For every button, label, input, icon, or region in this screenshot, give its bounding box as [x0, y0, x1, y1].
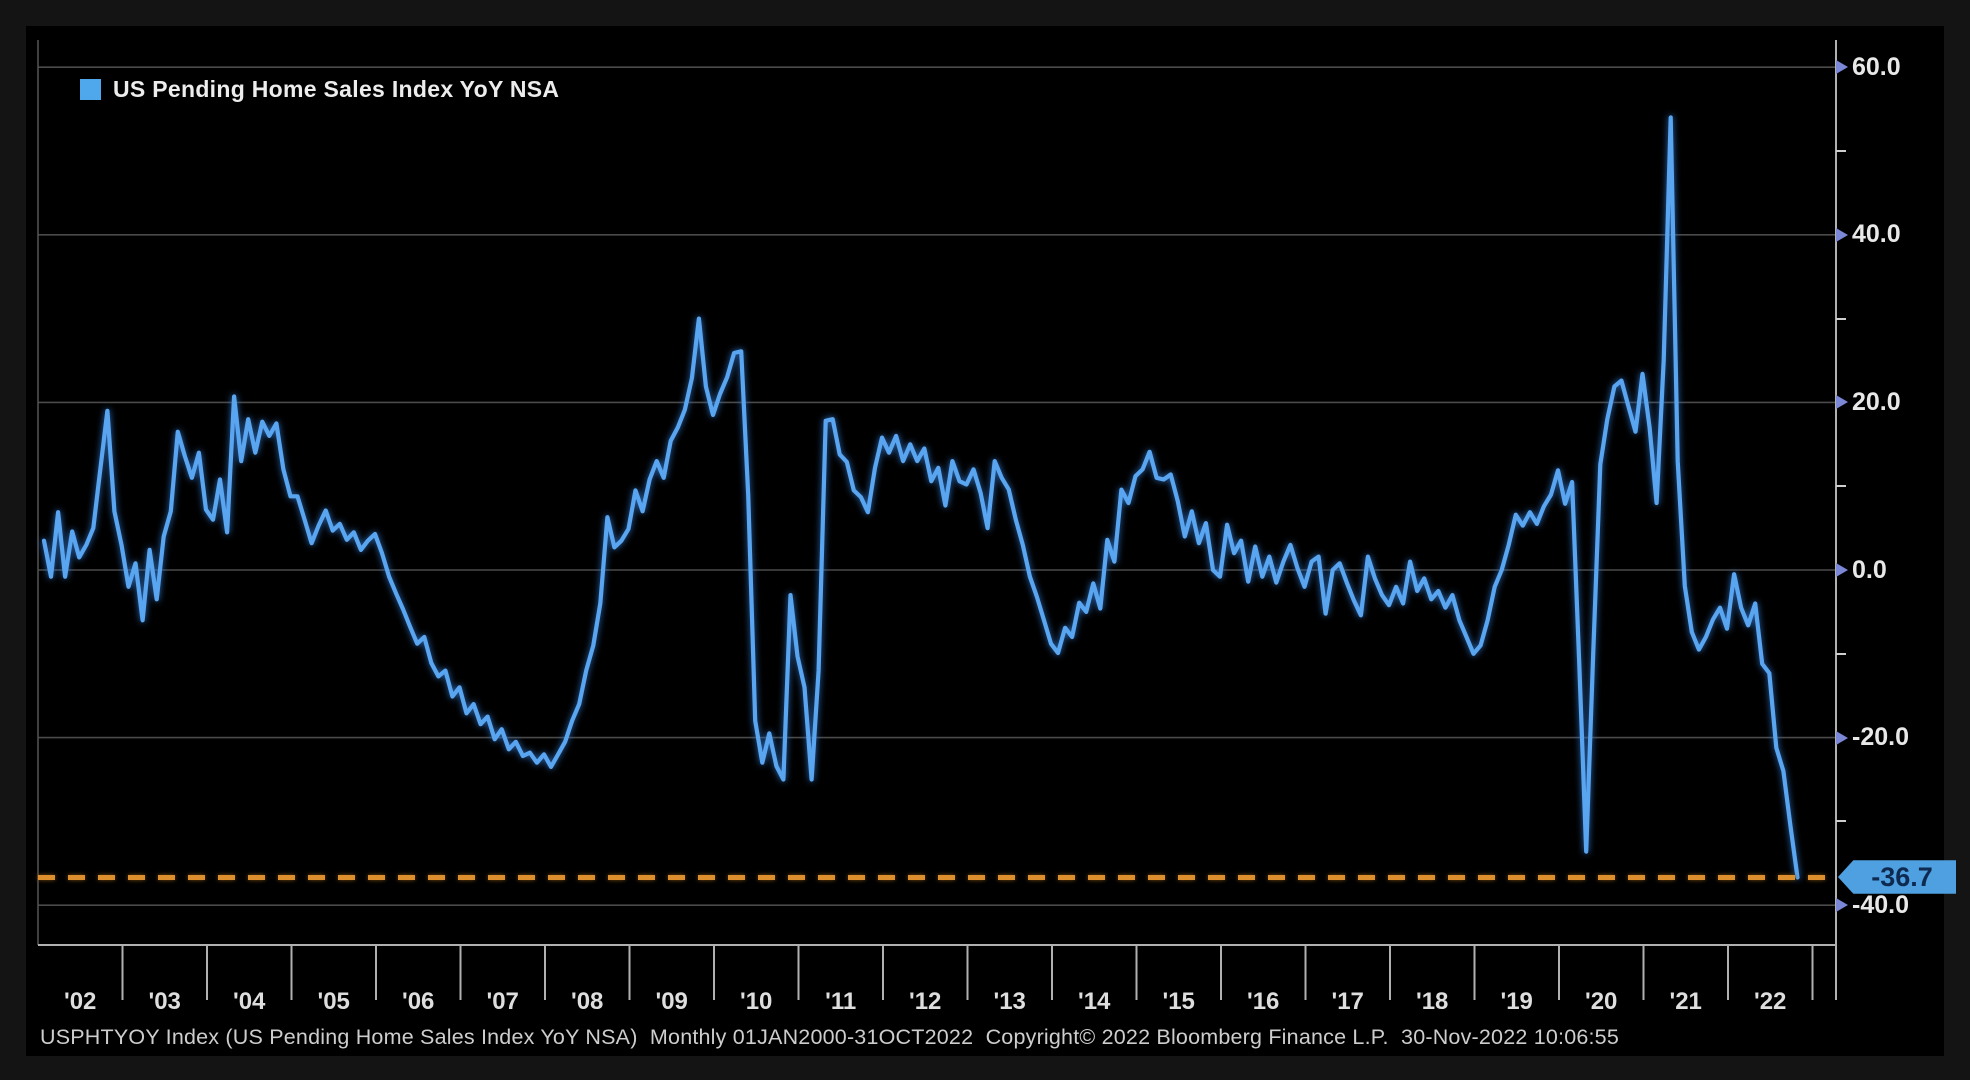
- y-axis-tick-label: 60.0: [1852, 52, 1901, 81]
- y-axis-minor-tick: [1836, 150, 1846, 152]
- gridlines: [38, 66, 1836, 907]
- x-axis-year-label: '20: [1584, 988, 1618, 1015]
- x-axis-year-label: '14: [1077, 988, 1111, 1015]
- y-axis-minor-tick: [1836, 317, 1846, 320]
- y-axis-minor-tick: [1836, 485, 1846, 488]
- x-axis-year-label: '17: [1331, 988, 1364, 1015]
- x-axis-year-label: '06: [401, 988, 435, 1015]
- x-axis-year-label: '02: [63, 988, 97, 1015]
- chart-footer: USPHTYOY Index (US Pending Home Sales In…: [40, 1025, 1619, 1049]
- last-value-label: -36.7: [1871, 861, 1933, 892]
- x-axis-year-label: '11: [825, 988, 857, 1015]
- y-axis-tick-label: -40.0: [1852, 890, 1909, 919]
- legend[interactable]: US Pending Home Sales Index YoY NSA: [80, 76, 559, 103]
- x-axis-year-label: '21: [1669, 988, 1702, 1015]
- x-axis-ticks: [121, 946, 1814, 1000]
- last-value-badge[interactable]: -36.7: [1838, 860, 1956, 894]
- x-axis-year-label: '12: [908, 988, 942, 1015]
- y-tick-arrow-icon: [1836, 730, 1848, 745]
- pending-home-sales-line: [41, 115, 1800, 880]
- y-axis-tick-label: 0.0: [1852, 555, 1887, 584]
- x-axis-year-label: '15: [1162, 988, 1195, 1015]
- y-tick-arrow-icon: [1836, 898, 1848, 913]
- x-axis-year-label: '22: [1753, 988, 1787, 1015]
- x-axis-year-label: '05: [317, 988, 350, 1015]
- y-tick-arrow-icon: [1836, 60, 1848, 75]
- x-axis-year-label: '19: [1500, 988, 1533, 1015]
- x-axis-year-label: '03: [148, 988, 181, 1015]
- y-axis-tick-label: -20.0: [1852, 723, 1909, 752]
- y-axis-tick-label: 20.0: [1852, 387, 1901, 416]
- x-axis-year-label: '07: [486, 988, 519, 1015]
- legend-label: US Pending Home Sales Index YoY NSA: [113, 76, 560, 102]
- y-tick-arrow-icon: [1836, 395, 1848, 410]
- y-axis-minor-tick: [1836, 652, 1846, 655]
- y-tick-arrow-icon: [1836, 563, 1848, 577]
- y-tick-arrow-icon: [1836, 227, 1848, 242]
- x-axis-year-label: '09: [655, 988, 688, 1015]
- x-axis-year-label: '04: [232, 988, 266, 1015]
- x-axis-year-label: '10: [739, 988, 773, 1015]
- legend-swatch-icon: [80, 79, 101, 100]
- x-axis-year-label: '13: [993, 988, 1026, 1015]
- x-axis-year-label: '08: [570, 988, 604, 1015]
- y-axis-minor-tick: [1836, 820, 1846, 823]
- x-axis-year-label: '18: [1415, 988, 1449, 1015]
- y-axis-tick-label: 40.0: [1852, 220, 1901, 249]
- x-axis-year-label: '16: [1246, 988, 1280, 1015]
